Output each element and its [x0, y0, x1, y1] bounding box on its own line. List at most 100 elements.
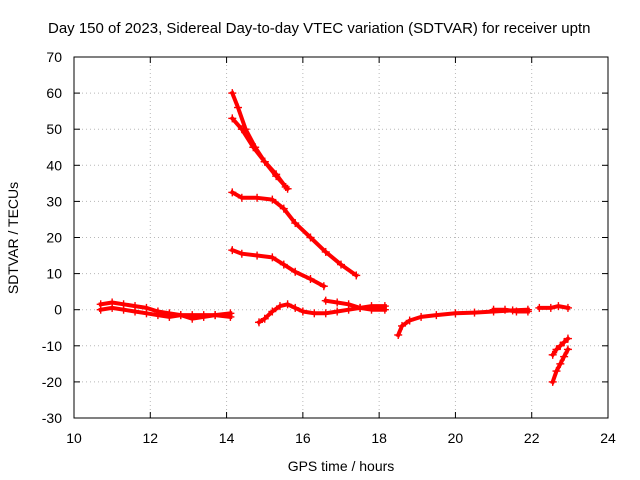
axis-ticks: 10 12 14 16 18 20 22 24 -30 -20 -10 0 10 20 30 40 50 60 70 — [42, 49, 616, 446]
x-tick-label: 20 — [448, 430, 464, 446]
y-tick-label: 10 — [46, 266, 62, 282]
data-point-marker — [546, 303, 555, 312]
data-point-marker — [321, 247, 330, 256]
data-point-marker — [176, 311, 185, 320]
y-tick-label: -30 — [42, 410, 62, 426]
y-tick-label: -20 — [42, 374, 62, 390]
series-trace-10 — [491, 307, 530, 314]
data-point-marker — [563, 345, 572, 354]
data-point-marker — [188, 314, 197, 323]
data-point-marker — [291, 267, 300, 276]
data-point-marker — [279, 204, 288, 213]
data-traces — [96, 89, 572, 386]
data-point-marker — [108, 303, 117, 312]
x-tick-label: 24 — [600, 430, 616, 446]
data-point-marker — [405, 316, 414, 325]
x-tick-label: 18 — [371, 430, 387, 446]
data-point-marker — [283, 300, 292, 309]
data-point-marker — [249, 143, 258, 152]
data-point-marker — [319, 282, 328, 291]
data-point-marker — [268, 195, 277, 204]
data-point-marker — [321, 296, 330, 305]
data-point-marker — [470, 308, 479, 317]
data-point-marker — [356, 303, 365, 312]
data-point-marker — [237, 193, 246, 202]
data-point-marker — [228, 114, 237, 123]
y-tick-label: 60 — [46, 85, 62, 101]
data-point-marker — [291, 219, 300, 228]
data-point-marker — [548, 377, 557, 386]
data-point-marker — [237, 125, 246, 134]
data-point-marker — [153, 311, 162, 320]
data-point-marker — [321, 309, 330, 318]
data-point-marker — [131, 307, 140, 316]
data-point-marker — [306, 275, 315, 284]
data-point-marker — [556, 359, 565, 368]
x-tick-label: 12 — [142, 430, 158, 446]
data-point-marker — [281, 182, 290, 191]
data-point-marker — [298, 307, 307, 316]
data-point-marker — [367, 305, 376, 314]
data-point-marker — [333, 307, 342, 316]
data-point-marker — [352, 271, 361, 280]
y-tick-label: 70 — [46, 49, 62, 65]
data-point-marker — [337, 260, 345, 269]
data-point-marker — [333, 298, 342, 307]
data-point-marker — [394, 330, 403, 339]
data-point-marker — [556, 341, 565, 350]
data-point-marker — [228, 246, 237, 255]
data-point-marker — [380, 305, 389, 314]
data-point-marker — [96, 305, 105, 314]
data-point-marker — [306, 233, 315, 242]
data-point-marker — [142, 309, 151, 318]
grid-lines — [74, 57, 608, 418]
y-tick-label: 30 — [46, 193, 62, 209]
data-point-marker — [554, 302, 563, 311]
x-tick-label: 22 — [524, 430, 540, 446]
data-point-marker — [228, 188, 237, 197]
data-point-marker — [451, 309, 460, 318]
data-point-marker — [228, 89, 237, 98]
data-point-marker — [563, 303, 572, 312]
data-point-marker — [398, 321, 407, 330]
data-point-marker — [279, 260, 288, 269]
data-point-marker — [165, 312, 174, 321]
data-point-marker — [523, 307, 532, 316]
x-tick-label: 10 — [66, 430, 82, 446]
data-point-marker — [275, 302, 284, 311]
data-point-marker — [310, 309, 319, 318]
data-point-marker — [501, 305, 510, 314]
data-point-marker — [268, 253, 277, 262]
series-trace-9 — [395, 307, 530, 338]
y-axis-label: SDTVAR / TECUs — [5, 182, 21, 294]
data-point-marker — [489, 305, 498, 314]
data-point-marker — [199, 312, 208, 321]
data-point-marker — [552, 345, 561, 354]
data-point-marker — [226, 309, 235, 318]
y-tick-label: 20 — [46, 230, 62, 246]
data-point-marker — [234, 103, 243, 112]
data-point-marker — [253, 251, 262, 260]
x-axis-label: GPS time / hours — [288, 458, 395, 474]
series-trace-4 — [229, 115, 289, 190]
data-point-marker — [344, 300, 353, 309]
data-point-marker — [560, 352, 569, 361]
data-point-marker — [535, 303, 544, 312]
data-point-marker — [119, 305, 128, 314]
data-point-marker — [417, 312, 426, 321]
data-point-marker — [211, 311, 220, 320]
y-tick-label: 40 — [46, 157, 62, 173]
data-point-marker — [548, 350, 557, 359]
x-tick-label: 16 — [295, 430, 311, 446]
data-point-marker — [560, 338, 569, 347]
x-tick-label: 14 — [219, 430, 235, 446]
series-trace-5 — [229, 189, 360, 279]
y-tick-label: 50 — [46, 121, 62, 137]
series-trace-11 — [537, 304, 571, 311]
data-point-marker — [512, 307, 521, 316]
data-point-marker — [563, 334, 572, 343]
data-point-marker — [237, 249, 246, 258]
data-point-marker — [291, 303, 300, 312]
data-point-marker — [254, 318, 263, 327]
